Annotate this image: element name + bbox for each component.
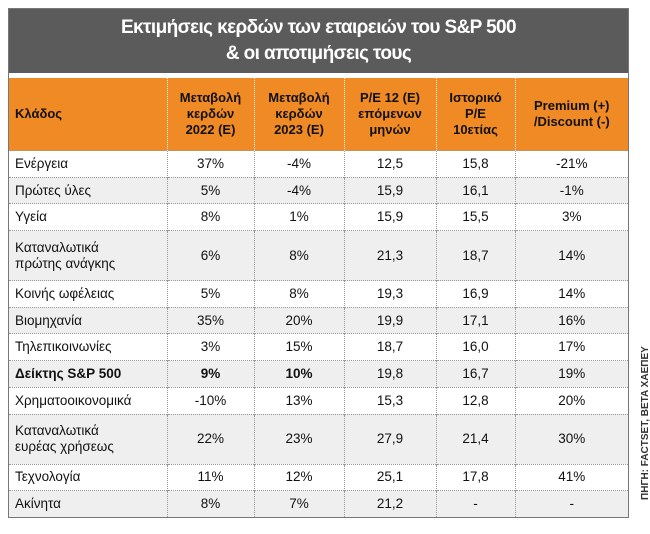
value-cell: 13% bbox=[253, 386, 344, 414]
value-cell: 5% bbox=[166, 280, 254, 308]
value-cell: 15,8 bbox=[435, 150, 515, 178]
value-cell: 14% bbox=[514, 230, 628, 281]
title: Εκτιμήσεις κερδών των εταιρειών του S&P … bbox=[9, 9, 628, 73]
value-cell: -21% bbox=[514, 150, 628, 178]
sector-cell: Καταναλωτικά ευρέας χρήσεως bbox=[9, 413, 167, 464]
value-cell: 7% bbox=[253, 490, 344, 518]
value-cell: -10% bbox=[166, 386, 254, 414]
value-cell: 18,7 bbox=[435, 230, 515, 281]
value-cell: 21,2 bbox=[343, 490, 436, 518]
value-cell: 27,9 bbox=[343, 413, 436, 464]
sector-cell: Καταναλωτικά πρώτης ανάγκης bbox=[9, 230, 167, 281]
value-cell: 8% bbox=[166, 490, 254, 518]
column-header: P/E 12 (Ε) επόμενων μηνών bbox=[343, 78, 436, 151]
value-cell: 20% bbox=[253, 306, 344, 334]
value-cell: 8% bbox=[253, 230, 344, 281]
value-cell: 16,0 bbox=[435, 333, 515, 361]
table-row: Δείκτης S&P 500 9% 10% 19,8 16,7 19% bbox=[9, 360, 628, 388]
table-row: Καταναλωτικά πρώτης ανάγκης 6% 8% 21,3 18,7 1… bbox=[9, 230, 628, 281]
table-row: Ακίνητα 8% 7% 21,2- - bbox=[9, 490, 628, 518]
source-note: ΠΗΓΗ: FACTSET, BETA ΧΑΕΠΕΥ bbox=[640, 346, 650, 500]
sector-cell: Ενέργεια bbox=[9, 150, 167, 178]
column-header: Ιστορικό P/E 10ετίας bbox=[435, 78, 515, 151]
value-cell: 16% bbox=[514, 306, 628, 334]
sector-cell: Υγεία bbox=[9, 203, 167, 231]
value-cell: 12% bbox=[253, 463, 344, 491]
value-cell: 11% bbox=[166, 463, 254, 491]
column-header: Κλάδος bbox=[9, 78, 167, 151]
value-cell: 41% bbox=[514, 463, 628, 491]
value-cell: 3% bbox=[166, 333, 254, 361]
value-cell: 17,8 bbox=[435, 463, 515, 491]
value-cell: 12,8 bbox=[435, 386, 515, 414]
sector-cell: Βιομηχανία bbox=[9, 306, 167, 334]
value-cell: 15% bbox=[253, 333, 344, 361]
header-row: Κλάδος Μεταβολή κερδών 2022 (Ε) Μεταβολή κ… bbox=[9, 78, 628, 151]
value-cell: 23% bbox=[253, 413, 344, 464]
value-cell: 15,9 bbox=[343, 176, 436, 204]
table-row: Καταναλωτικά ευρέας χρήσεως 22% 23% 27,9 21,… bbox=[9, 413, 628, 464]
data-table: Κλάδος Μεταβολή κερδών 2022 (Ε) Μεταβολή κ… bbox=[9, 78, 628, 518]
value-cell: 22% bbox=[166, 413, 254, 464]
table-row: Κοινής ωφέλειας 5% 8% 19,3 16,9 14% bbox=[9, 280, 628, 308]
value-cell: - bbox=[514, 490, 628, 518]
value-cell: 12,5 bbox=[343, 150, 436, 178]
table-card: Εκτιμήσεις κερδών των εταιρειών του S&P … bbox=[8, 8, 629, 518]
value-cell: 19,8 bbox=[343, 360, 436, 388]
value-cell: 16,9 bbox=[435, 280, 515, 308]
value-cell: -4% bbox=[253, 150, 344, 178]
value-cell: 3% bbox=[514, 203, 628, 231]
value-cell: 16,7 bbox=[435, 360, 515, 388]
value-cell: 14% bbox=[514, 280, 628, 308]
value-cell: 9% bbox=[166, 360, 254, 388]
value-cell: 8% bbox=[253, 280, 344, 308]
value-cell: 17,1 bbox=[435, 306, 515, 334]
value-cell: 16,1 bbox=[435, 176, 515, 204]
value-cell: 8% bbox=[166, 203, 254, 231]
value-cell: 17% bbox=[514, 333, 628, 361]
table-row: Υγεία 8% 1% 15,9 15,5 3% bbox=[9, 203, 628, 231]
sector-cell: Κοινής ωφέλειας bbox=[9, 280, 167, 308]
value-cell: -4% bbox=[253, 176, 344, 204]
column-header: Μεταβολή κερδών 2023 (Ε) bbox=[253, 78, 344, 151]
value-cell: 35% bbox=[166, 306, 254, 334]
value-cell: 18,7 bbox=[343, 333, 436, 361]
value-cell: 30% bbox=[514, 413, 628, 464]
sector-cell: Πρώτες ύλες bbox=[9, 176, 167, 204]
value-cell: 6% bbox=[166, 230, 254, 281]
value-cell: 20% bbox=[514, 386, 628, 414]
value-cell: - bbox=[435, 490, 515, 518]
value-cell: 19,9 bbox=[343, 306, 436, 334]
sector-cell: Χρηματοοικονομικά bbox=[9, 386, 167, 414]
column-header: Premium (+) /Discount (-) bbox=[514, 78, 628, 151]
value-cell: 10% bbox=[253, 360, 344, 388]
sector-cell: Τηλεπικοινωνίες bbox=[9, 333, 167, 361]
value-cell: 5% bbox=[166, 176, 254, 204]
table-row: Χρηματοοικονομικά -10% 13% 15,3 12,8 20% bbox=[9, 386, 628, 414]
table-row: Βιομηχανία 35% 20% 19,9 17,1 16% bbox=[9, 306, 628, 334]
sector-cell: Ακίνητα bbox=[9, 490, 167, 518]
value-cell: 19,3 bbox=[343, 280, 436, 308]
value-cell: 15,9 bbox=[343, 203, 436, 231]
column-header: Μεταβολή κερδών 2022 (Ε) bbox=[166, 78, 254, 151]
value-cell: -1% bbox=[514, 176, 628, 204]
value-cell: 15,3 bbox=[343, 386, 436, 414]
table-row: Τεχνολογία 11% 12% 25,1 17,8 41% bbox=[9, 463, 628, 491]
value-cell: 1% bbox=[253, 203, 344, 231]
value-cell: 37% bbox=[166, 150, 254, 178]
value-cell: 21,4 bbox=[435, 413, 515, 464]
value-cell: 21,3 bbox=[343, 230, 436, 281]
table-row: Τηλεπικοινωνίες 3% 15% 18,7 16,0 17% bbox=[9, 333, 628, 361]
table-row: Ενέργεια 37% -4% 12,5 15,8 -21% bbox=[9, 150, 628, 178]
value-cell: 15,5 bbox=[435, 203, 515, 231]
table-row: Πρώτες ύλες 5% -4% 15,9 16,1 -1% bbox=[9, 176, 628, 204]
sector-cell: Δείκτης S&P 500 bbox=[9, 360, 167, 388]
sector-cell: Τεχνολογία bbox=[9, 463, 167, 491]
value-cell: 25,1 bbox=[343, 463, 436, 491]
value-cell: 19% bbox=[514, 360, 628, 388]
